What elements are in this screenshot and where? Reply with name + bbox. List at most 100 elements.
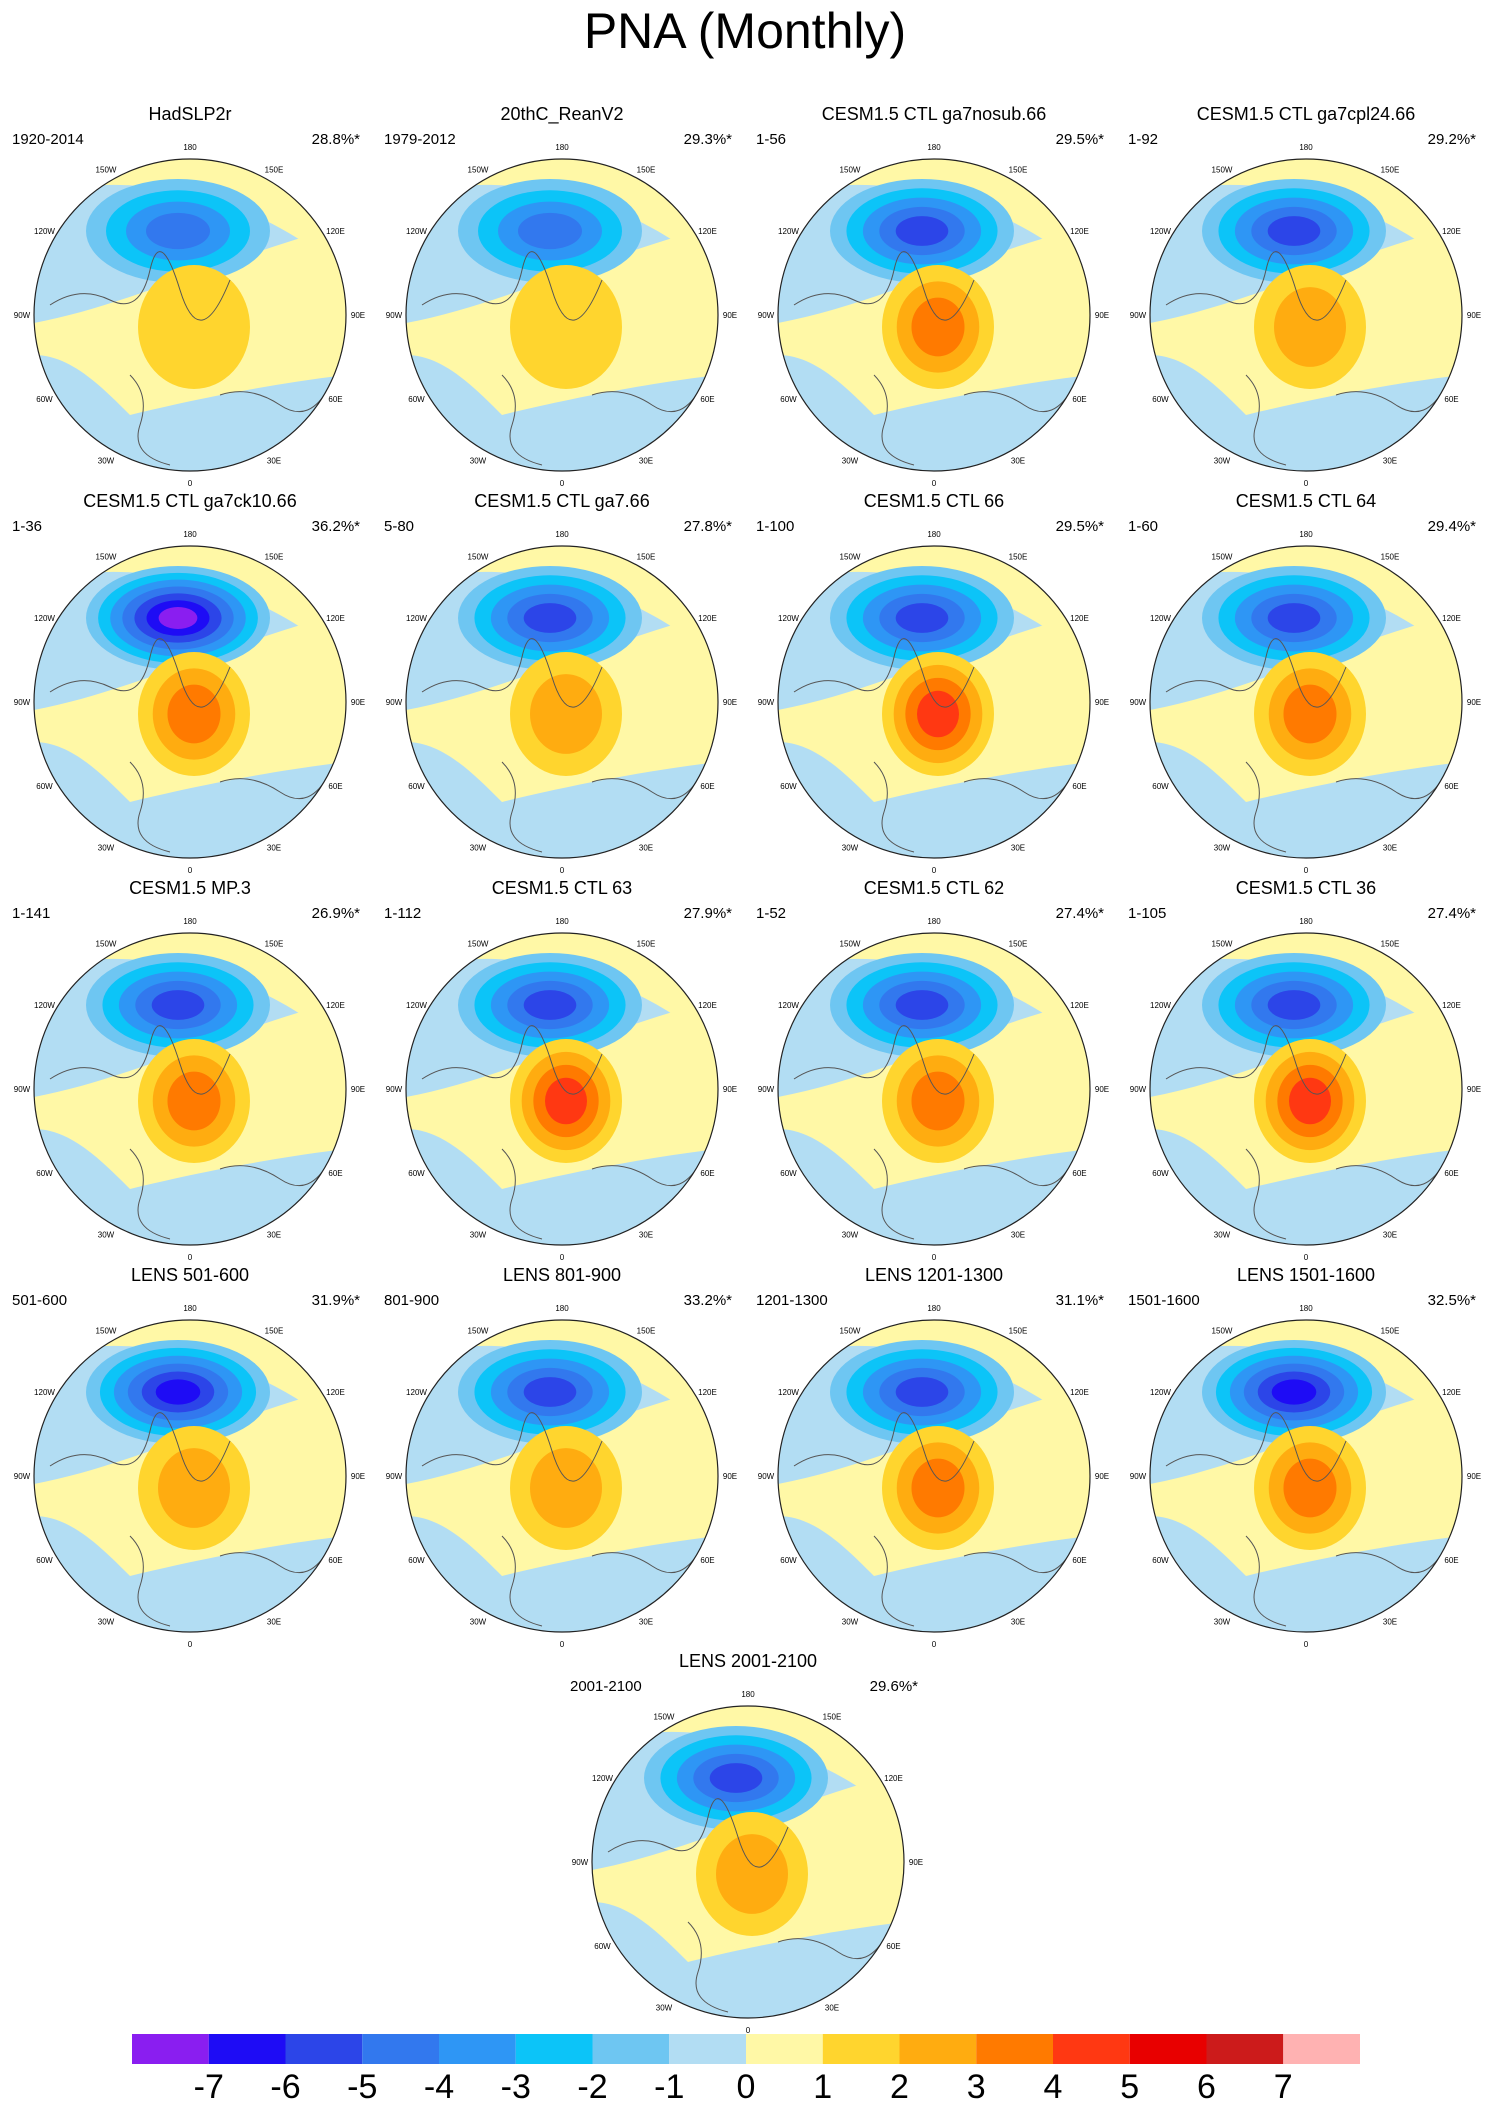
- longitude-label: 90E: [1095, 1472, 1109, 1481]
- high-contour: [1274, 287, 1346, 367]
- longitude-label: 30W: [842, 1617, 859, 1626]
- coastline: [421, 1412, 703, 1627]
- longitude-label: 120W: [406, 1388, 427, 1397]
- positive-cap: [778, 159, 1090, 275]
- longitude-label: 30E: [639, 456, 653, 465]
- longitude-label: 90W: [14, 311, 31, 320]
- high-contour: [911, 1071, 965, 1131]
- panel-years: 1979-2012: [384, 131, 456, 148]
- positive-cap: [1150, 159, 1462, 275]
- longitude-label: 60W: [408, 1556, 425, 1565]
- longitude-label: 60E: [1072, 782, 1086, 791]
- panel-variance: 32.5%*: [1427, 1292, 1476, 1309]
- colorbar-tick-label: 4: [1043, 2068, 1063, 2106]
- longitude-label: 180: [927, 143, 941, 152]
- longitude-label: 120W: [406, 227, 427, 236]
- longitude-label: 180: [183, 530, 197, 539]
- map-border: [405, 158, 719, 472]
- longitude-label: 90W: [386, 698, 403, 707]
- low-contour: [895, 603, 949, 633]
- longitude-label: 90E: [723, 1472, 737, 1481]
- longitude-label: 30W: [1214, 843, 1231, 852]
- high-contour: [716, 1834, 788, 1914]
- coastline: [421, 1025, 703, 1240]
- longitude-label: 60E: [328, 1169, 342, 1178]
- panel-years: 1-92: [1128, 131, 1159, 148]
- map-border: [33, 1319, 347, 1633]
- map-border: [1149, 545, 1463, 859]
- longitude-label: 60E: [328, 782, 342, 791]
- longitude-label: 60W: [408, 395, 425, 404]
- longitude-label: 180: [741, 1690, 755, 1699]
- panel-years: 5-80: [384, 518, 415, 535]
- coastline: [49, 638, 331, 853]
- high-contour: [911, 297, 965, 357]
- longitude-label: 150W: [468, 1327, 489, 1336]
- longitude-label: 60E: [328, 395, 342, 404]
- longitude-label: 30W: [98, 843, 115, 852]
- panel-title: CESM1.5 CTL ga7cpl24.66: [1196, 104, 1416, 124]
- longitude-label: 60E: [886, 1942, 900, 1951]
- longitude-label: 60W: [36, 1556, 53, 1565]
- polar-map: 180 150E 120E 90E 60E 30E 0 30W 60W 90W 120W 150W: [1130, 1304, 1481, 1649]
- colorbar-swatch: [1283, 2034, 1360, 2064]
- panel-variance: 27.4%*: [1427, 905, 1476, 922]
- longitude-label: 120E: [326, 614, 345, 623]
- longitude-label: 150E: [265, 166, 284, 175]
- map-border: [777, 1319, 1091, 1633]
- longitude-label: 120E: [1070, 1388, 1089, 1397]
- coastline: [49, 1025, 331, 1240]
- longitude-label: 120W: [1150, 614, 1171, 623]
- colorbar-swatch: [976, 2034, 1053, 2064]
- longitude-label: 90E: [723, 698, 737, 707]
- colorbar-swatch: [285, 2034, 363, 2064]
- longitude-label: 90W: [758, 698, 775, 707]
- panel-years: 1-56: [756, 131, 787, 148]
- low-contour: [155, 1379, 201, 1405]
- longitude-label: 60W: [1152, 1169, 1169, 1178]
- longitude-label: 30E: [639, 843, 653, 852]
- colorbar-tick-label: 1: [813, 2068, 833, 2106]
- longitude-label: 120E: [326, 227, 345, 236]
- longitude-label: 30W: [656, 2003, 673, 2012]
- longitude-label: 0: [932, 1253, 937, 1262]
- longitude-label: 180: [1299, 1304, 1313, 1313]
- longitude-label: 90E: [351, 698, 365, 707]
- low-contour: [1267, 216, 1321, 246]
- high-contour: [530, 674, 602, 754]
- panel-title: CESM1.5 CTL 64: [1235, 491, 1377, 511]
- longitude-label: 120E: [1442, 614, 1461, 623]
- high-contour: [545, 1077, 587, 1125]
- coastline: [421, 638, 703, 853]
- panel-variance: 27.9%*: [683, 905, 732, 922]
- longitude-label: 30W: [1214, 456, 1231, 465]
- longitude-label: 30W: [1214, 1230, 1231, 1239]
- longitude-label: 120W: [1150, 1001, 1171, 1010]
- longitude-label: 60W: [1152, 782, 1169, 791]
- longitude-label: 120E: [1070, 1001, 1089, 1010]
- map-border: [1149, 158, 1463, 472]
- polar-map: 180 150E 120E 90E 60E 30E 0 30W 60W 90W 120W 150W: [14, 1304, 365, 1649]
- map-border: [405, 1319, 719, 1633]
- positive-cap: [406, 1320, 718, 1436]
- longitude-label: 180: [555, 143, 569, 152]
- map-panel: CESM1.5 CTL ga7.66 5-80 27.8%* 180 150E 120E 9…: [376, 491, 748, 884]
- panel-variance: 29.6%*: [869, 1678, 918, 1695]
- colorbar: [132, 2034, 1360, 2064]
- longitude-label: 60E: [700, 1169, 714, 1178]
- longitude-label: 30W: [98, 1617, 115, 1626]
- colorbar-tick-label: -4: [423, 2068, 455, 2106]
- longitude-label: 60W: [594, 1942, 611, 1951]
- longitude-label: 120E: [698, 614, 717, 623]
- colorbar-swatch: [132, 2034, 209, 2064]
- longitude-label: 60E: [1444, 395, 1458, 404]
- panel-variance: 31.1%*: [1055, 1292, 1104, 1309]
- map-panel: CESM1.5 MP.3 1-141 26.9%* 180 150E 120E 90E 60E…: [4, 878, 376, 1271]
- longitude-label: 180: [555, 530, 569, 539]
- panel-variance: 26.9%*: [311, 905, 360, 922]
- longitude-label: 60E: [328, 1556, 342, 1565]
- map-panel: CESM1.5 CTL 63 1-112 27.9%* 180 150E 120E 90E 6…: [376, 878, 748, 1271]
- panel-title: HadSLP2r: [148, 104, 232, 124]
- longitude-label: 180: [1299, 917, 1313, 926]
- low-contour: [1267, 603, 1321, 633]
